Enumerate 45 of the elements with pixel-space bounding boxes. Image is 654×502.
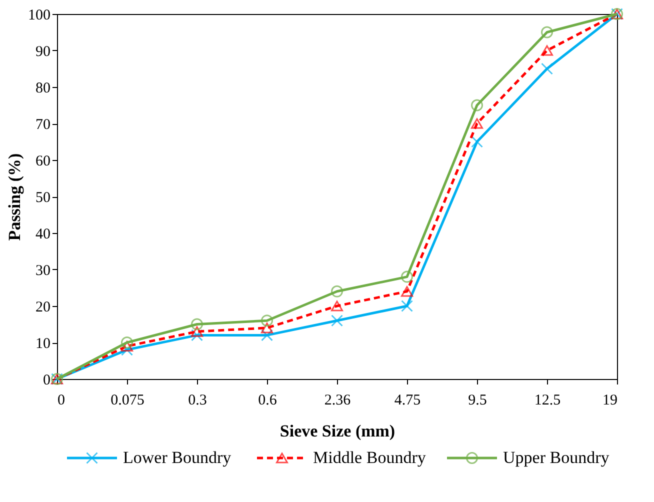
y-tick-label: 50 (36, 190, 50, 206)
y-tick-label: 100 (28, 8, 50, 24)
y-tick-label: 30 (36, 263, 50, 279)
x-tick-label: 9.5 (468, 392, 487, 408)
x-tick-label: 2.36 (324, 392, 352, 408)
point (331, 285, 343, 298)
x-axis-title: Sieve Size (mm) (280, 422, 396, 440)
y-tick-label: 60 (36, 154, 50, 170)
x-tick-label: 19 (602, 392, 618, 408)
point (121, 336, 133, 348)
point (191, 326, 203, 337)
point (191, 329, 203, 342)
legend-label: Lower Boundry (123, 448, 232, 467)
y-axis-title: Passing (%) (5, 153, 24, 241)
y-tick-label: 90 (36, 44, 50, 60)
point (541, 26, 553, 38)
x-tick-label: 0 (58, 392, 65, 408)
point (471, 99, 483, 112)
y-tick-label: 0 (43, 372, 50, 388)
x-tick-label: 4.75 (394, 392, 421, 408)
x-tick-label: 12.5 (534, 392, 561, 408)
point (191, 318, 203, 330)
legend-label: Upper Boundry (503, 448, 610, 467)
point (331, 300, 343, 312)
point (541, 62, 553, 75)
point (401, 286, 413, 297)
y-tick-label: 80 (36, 80, 50, 96)
legend-label: Middle Boundry (313, 448, 426, 467)
point (261, 322, 273, 334)
point (261, 329, 273, 342)
x-tick-label: 0.075 (110, 392, 144, 408)
y-tick-label: 70 (36, 117, 50, 133)
point (541, 45, 553, 56)
point (261, 314, 273, 327)
y-tick-label: 40 (36, 226, 50, 242)
point (401, 270, 413, 283)
point (401, 300, 413, 312)
x-tick-label: 0.3 (188, 392, 207, 408)
point (471, 118, 483, 129)
y-tick-label: 10 (36, 336, 50, 352)
point (471, 136, 483, 148)
point (121, 340, 133, 352)
x-tick-label: 0.6 (258, 392, 278, 408)
point (331, 314, 343, 327)
y-tick-label: 20 (36, 300, 50, 316)
